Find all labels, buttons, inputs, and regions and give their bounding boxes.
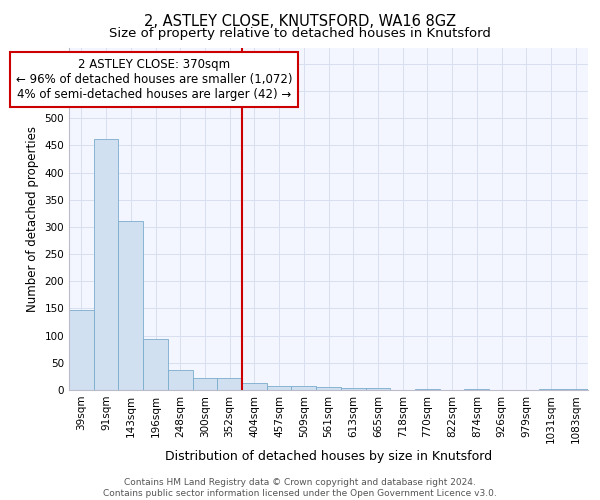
Bar <box>341 388 365 390</box>
Bar <box>464 389 489 390</box>
Text: Contains HM Land Registry data © Crown copyright and database right 2024.
Contai: Contains HM Land Registry data © Crown c… <box>103 478 497 498</box>
Bar <box>316 388 341 390</box>
Bar <box>69 310 94 390</box>
Text: 2, ASTLEY CLOSE, KNUTSFORD, WA16 8GZ: 2, ASTLEY CLOSE, KNUTSFORD, WA16 8GZ <box>144 14 456 29</box>
Bar <box>365 388 390 390</box>
Y-axis label: Number of detached properties: Number of detached properties <box>26 126 39 312</box>
Bar <box>168 370 193 390</box>
Bar <box>563 389 588 390</box>
Bar <box>193 378 217 390</box>
Bar <box>267 386 292 390</box>
Bar <box>217 378 242 390</box>
Bar <box>415 389 440 390</box>
Bar <box>539 389 563 390</box>
Bar <box>118 221 143 390</box>
Bar <box>292 386 316 390</box>
Bar <box>143 340 168 390</box>
Bar <box>94 139 118 390</box>
Text: Size of property relative to detached houses in Knutsford: Size of property relative to detached ho… <box>109 28 491 40</box>
Text: 2 ASTLEY CLOSE: 370sqm
← 96% of detached houses are smaller (1,072)
4% of semi-d: 2 ASTLEY CLOSE: 370sqm ← 96% of detached… <box>16 58 293 102</box>
Bar <box>242 384 267 390</box>
X-axis label: Distribution of detached houses by size in Knutsford: Distribution of detached houses by size … <box>165 450 492 464</box>
